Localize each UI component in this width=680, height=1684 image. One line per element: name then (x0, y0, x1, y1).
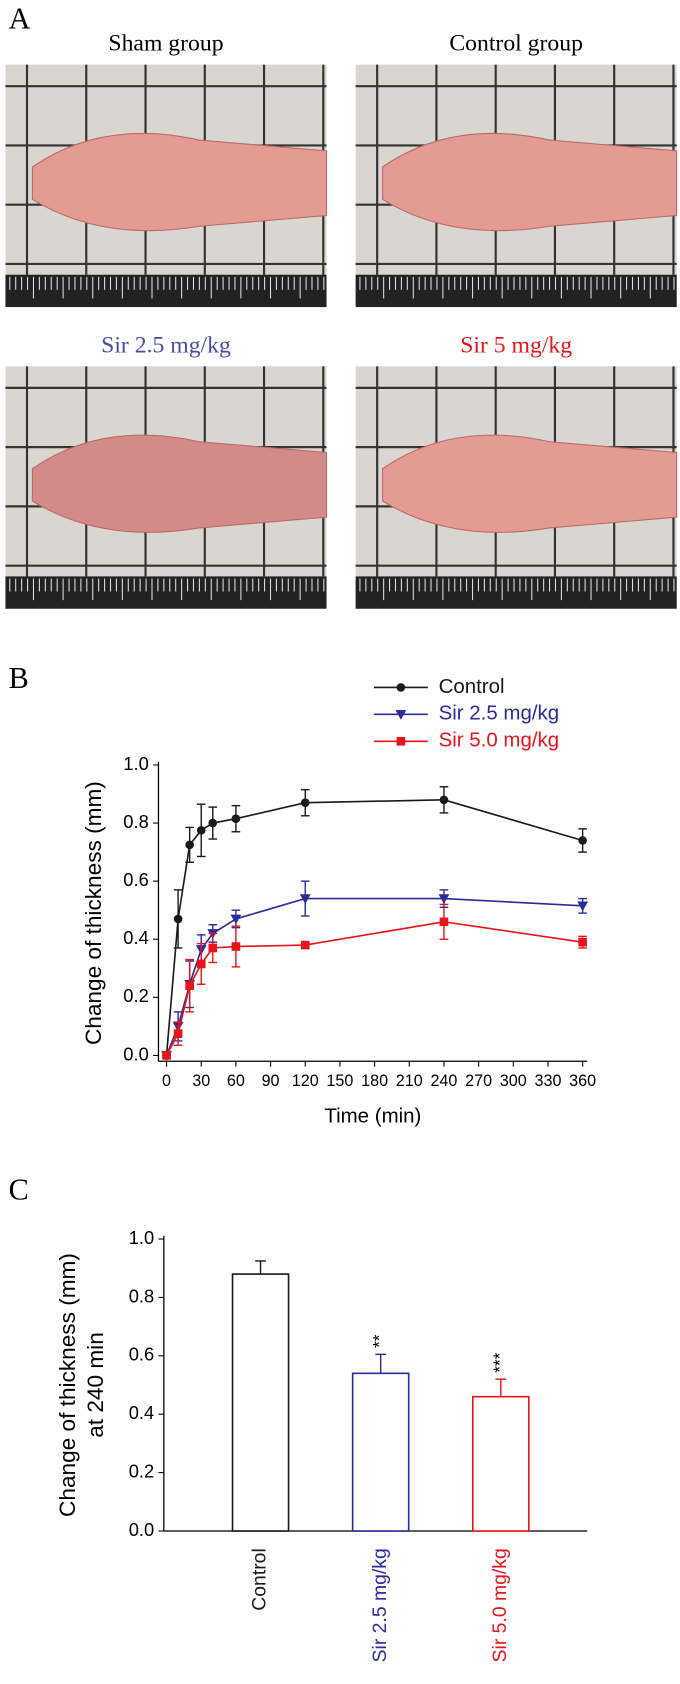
paw (382, 132, 678, 232)
marker (439, 917, 449, 927)
photo-title: Sham group (108, 31, 223, 57)
marker (231, 814, 241, 824)
marker (300, 940, 310, 950)
marker (299, 894, 311, 904)
marker (396, 683, 406, 692)
marker (196, 959, 206, 969)
legend-label: Control (439, 675, 505, 698)
photo (355, 366, 678, 609)
panel-label: C (9, 1173, 29, 1207)
x-tick-label: 300 (500, 1072, 527, 1090)
y-tick-label: 0.4 (123, 927, 148, 948)
marker (185, 981, 194, 991)
marker (395, 710, 407, 720)
marker (578, 937, 587, 947)
y-tick-label: 0.8 (123, 811, 148, 832)
y-tick-label: 1.0 (123, 753, 148, 774)
marker (162, 1051, 171, 1060)
y-axis-label: Change of thickness (mm) (81, 781, 106, 1045)
error-bar (375, 1353, 387, 1374)
paw (31, 132, 328, 232)
x-tick-label: 270 (465, 1072, 492, 1090)
marker (231, 942, 241, 951)
significance: ** (369, 1334, 389, 1348)
marker (578, 836, 587, 845)
significance: *** (489, 1352, 509, 1372)
marker (577, 901, 589, 912)
x-tick-label: 60 (227, 1072, 245, 1090)
marker (438, 894, 450, 904)
line (165, 799, 583, 1056)
y-tick-label: 0.6 (123, 869, 148, 890)
x-tick-label: Sir 2.5 mg/kg (369, 1548, 391, 1662)
y-tick-label: 0.2 (129, 1460, 154, 1481)
x-tick-label: 180 (361, 1072, 388, 1090)
x-axis-label: Time (min) (324, 1105, 421, 1128)
bar (351, 1372, 410, 1532)
x-tick-label: 240 (430, 1072, 457, 1090)
photo-title: Control group (449, 31, 583, 57)
marker (439, 795, 449, 805)
x-tick-label: 360 (569, 1072, 596, 1090)
legend-label: Sir 5.0 mg/kg (439, 729, 560, 752)
x-tick-label: 150 (326, 1072, 353, 1090)
x-tick-label: Sir 5.0 mg/kg (489, 1548, 511, 1662)
marker (208, 943, 218, 953)
y-tick-label: 1.0 (129, 1227, 154, 1248)
paw (382, 434, 678, 533)
photo-title: Sir 5 mg/kg (460, 332, 572, 358)
x-tick-label: Control (249, 1548, 271, 1610)
error-bar (255, 1260, 266, 1275)
marker (208, 818, 218, 828)
bar (231, 1273, 290, 1532)
x-tick-label: 120 (292, 1072, 319, 1090)
y-tick-label: 0.0 (123, 1043, 148, 1064)
error-bar (495, 1378, 507, 1397)
y-tick-label: 0.2 (123, 985, 148, 1006)
photo-title: Sir 2.5 mg/kg (101, 332, 231, 358)
bar (471, 1395, 530, 1532)
marker (396, 736, 406, 746)
marker (196, 826, 206, 835)
line (165, 921, 583, 1056)
y-tick-label: 0.4 (129, 1402, 154, 1423)
photo (5, 366, 328, 609)
ruler (355, 576, 677, 609)
x-tick-label: 0 (162, 1072, 171, 1090)
x-tick-label: 330 (534, 1072, 561, 1090)
panel-label: B (9, 661, 29, 695)
ruler (5, 576, 327, 609)
x-tick-label: 210 (396, 1072, 423, 1090)
x-tick-label: 90 (262, 1072, 280, 1090)
photo (355, 64, 678, 308)
y-tick-label: 0.8 (129, 1285, 154, 1306)
marker (230, 914, 242, 925)
panel-label: A (9, 1, 31, 35)
y-tick-label: 0.0 (129, 1519, 154, 1540)
marker (173, 914, 183, 924)
paw (31, 434, 328, 533)
ruler (355, 274, 677, 308)
y-axis-label: at 240 min (83, 1332, 108, 1438)
photo (5, 64, 328, 308)
y-axis-label: Change of thickness (mm) (55, 1253, 80, 1517)
line (165, 897, 583, 1056)
ruler (5, 274, 327, 308)
legend-label: Sir 2.5 mg/kg (439, 702, 560, 725)
marker (300, 798, 310, 808)
marker (185, 840, 194, 850)
y-tick-label: 0.6 (129, 1344, 154, 1365)
x-tick-label: 30 (192, 1072, 210, 1090)
marker (173, 1029, 183, 1038)
